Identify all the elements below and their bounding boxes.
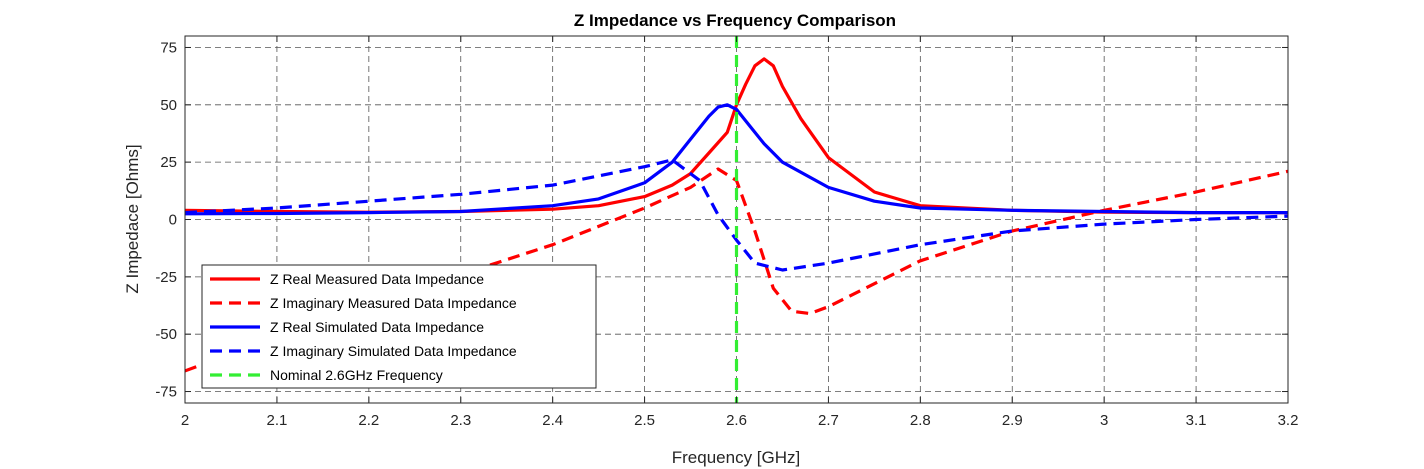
legend-entry[interactable]: Z Imaginary Measured Data Impedance	[210, 295, 517, 311]
legend[interactable]: Z Real Measured Data Impedance Z Imaginar…	[201, 264, 597, 389]
legend-entry[interactable]: Nominal 2.6GHz Frequency	[210, 367, 443, 383]
x-tick-label: 2.4	[542, 412, 563, 429]
legend-box	[201, 264, 597, 389]
y-tick-label: 25	[160, 154, 177, 171]
x-tick-label: 2.5	[634, 412, 655, 429]
legend-label: Z Imaginary Measured Data Impedance	[270, 295, 517, 311]
series-line-3	[185, 103, 1288, 216]
legend-entry[interactable]: Z Imaginary Simulated Data Impedance	[210, 343, 517, 359]
ticks: 2 2.1 2.2 2.3 2.4 2.5 2.6 2.7 2.8 2.9 3 3.1 3.2 -75 -5…	[155, 36, 1298, 429]
x-tick-label: 2.2	[358, 412, 379, 429]
x-tick-label: 2.1	[266, 412, 287, 429]
x-tick-label: 3.2	[1278, 412, 1299, 429]
series-line-1	[185, 57, 1288, 215]
y-tick-label: -75	[155, 384, 177, 401]
y-tick-label: 50	[160, 97, 177, 114]
legend-label: Z Real Measured Data Impedance	[270, 271, 484, 287]
x-tick-label: 3.1	[1186, 412, 1207, 429]
y-tick-label: 75	[160, 39, 177, 56]
y-tick-label: -50	[155, 326, 177, 343]
y-tick-label: 0	[169, 212, 177, 229]
legend-entry[interactable]: Z Real Simulated Data Impedance	[210, 319, 484, 335]
legend-label: Nominal 2.6GHz Frequency	[270, 367, 443, 383]
x-axis-label: Frequency [GHz]	[672, 448, 801, 467]
legend-entry[interactable]: Z Real Measured Data Impedance	[210, 271, 484, 287]
series-line-4	[185, 158, 1288, 272]
legend-label: Z Real Simulated Data Impedance	[270, 319, 484, 335]
x-tick-label: 2	[181, 412, 189, 429]
x-tick-label: 2.8	[910, 412, 931, 429]
x-tick-label: 2.6	[726, 412, 747, 429]
x-tick-label: 3	[1100, 412, 1108, 429]
y-axis-label: Z Impedace [Ohms]	[123, 144, 142, 293]
x-tick-label: 2.7	[818, 412, 839, 429]
x-tick-label: 2.3	[450, 412, 471, 429]
y-tick-label: -25	[155, 269, 177, 286]
chart-title: Z Impedance vs Frequency Comparison	[574, 11, 896, 30]
x-tick-label: 2.9	[1002, 412, 1023, 429]
legend-label: Z Imaginary Simulated Data Impedance	[270, 343, 517, 359]
